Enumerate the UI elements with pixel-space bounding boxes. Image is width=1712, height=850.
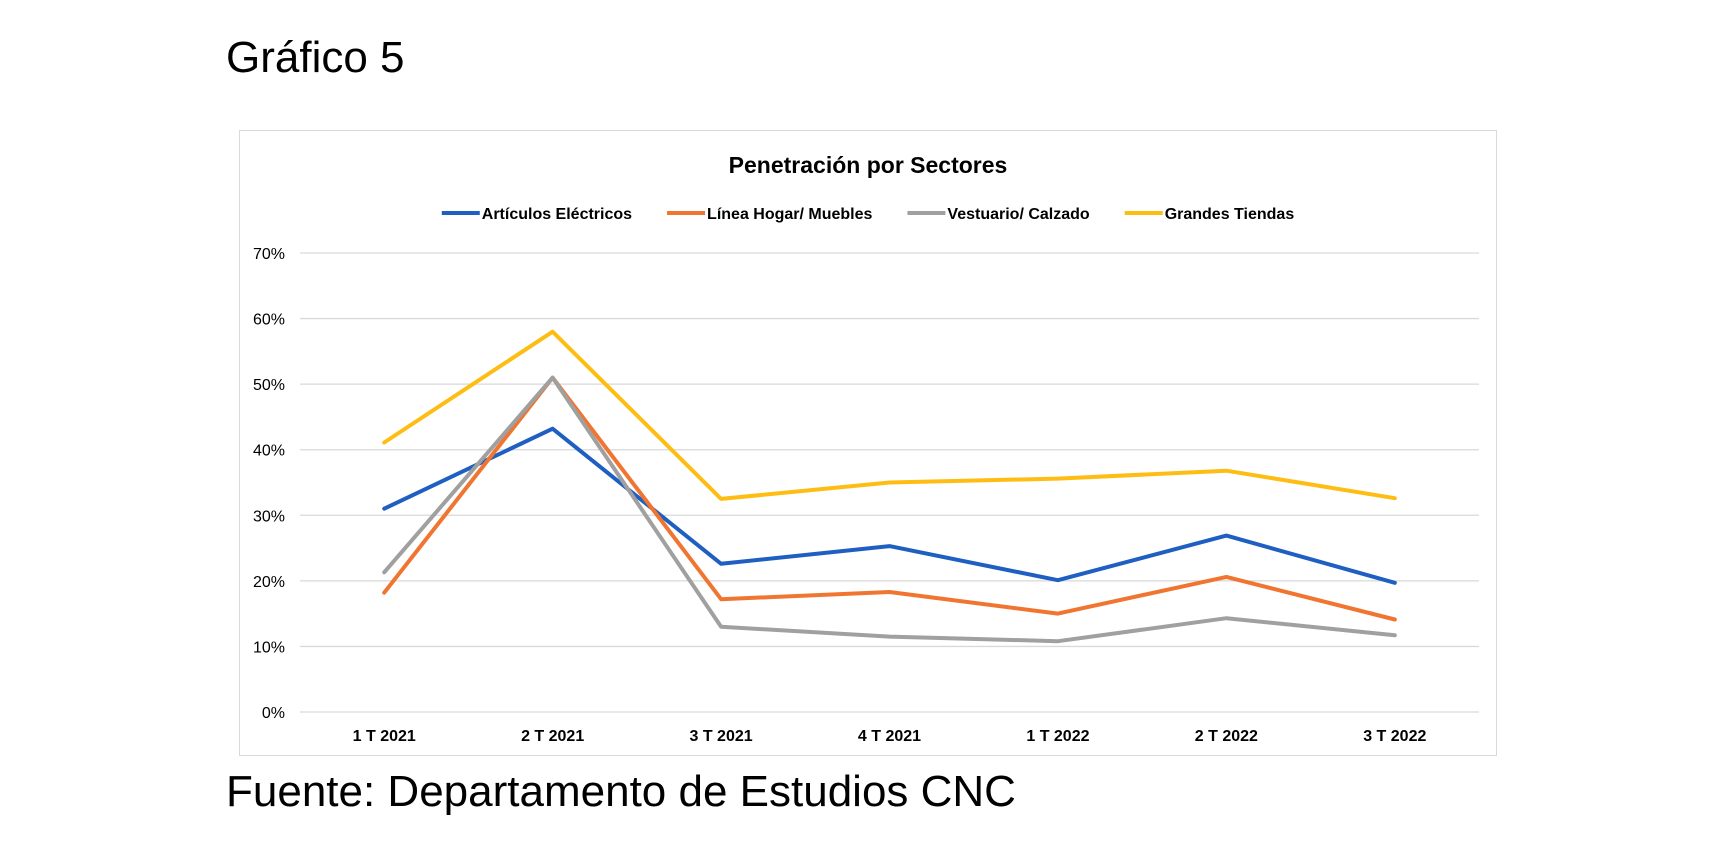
x-tick-label: 1 T 2021: [353, 728, 416, 745]
x-tick-label: 2 T 2022: [1195, 728, 1258, 745]
line-chart: Penetración por Sectores Artículos Eléct…: [253, 152, 1479, 745]
y-tick-label: 0%: [262, 705, 285, 722]
legend-item: Línea Hogar/ Muebles: [667, 206, 873, 223]
series-line: [382, 426, 1397, 585]
legend-label: Grandes Tiendas: [1165, 206, 1295, 223]
x-tick-label: 3 T 2022: [1363, 728, 1426, 745]
legend-item: Vestuario/ Calzado: [907, 206, 1090, 223]
x-tick-label: 3 T 2021: [689, 728, 752, 745]
series-line: [382, 375, 1397, 622]
legend-label: Vestuario/ Calzado: [947, 206, 1089, 223]
y-axis: 0% 10% 20% 30% 40% 50% 60% 70%: [253, 246, 285, 722]
series-line: [382, 375, 1397, 644]
page-heading: Gráfico 5: [226, 33, 405, 82]
y-tick-label: 20%: [253, 574, 285, 591]
x-tick-label: 4 T 2021: [858, 728, 921, 745]
legend-item: Artículos Eléctricos: [441, 206, 632, 223]
chart-series: [382, 329, 1397, 644]
legend-label: Línea Hogar/ Muebles: [707, 206, 872, 223]
legend-label: Artículos Eléctricos: [482, 206, 632, 223]
y-tick-label: 50%: [253, 377, 285, 394]
x-tick-label: 2 T 2021: [521, 728, 584, 745]
chart-title: Penetración por Sectores: [729, 152, 1008, 178]
y-tick-label: 30%: [253, 508, 285, 525]
chart-legend: Artículos Eléctricos Línea Hogar/ Muebles…: [441, 206, 1295, 223]
x-axis: 1 T 2021 2 T 2021 3 T 2021 4 T 2021 1 T 2022…: [353, 728, 1427, 745]
legend-item: Grandes Tiendas: [1124, 206, 1295, 223]
chart-gridlines: [300, 252, 1479, 713]
source-caption: Fuente: Departamento de Estudios CNC: [226, 767, 1016, 816]
y-tick-label: 10%: [253, 639, 285, 656]
x-tick-label: 1 T 2022: [1026, 728, 1089, 745]
series-line: [382, 329, 1397, 501]
y-tick-label: 60%: [253, 312, 285, 329]
chart-frame: Penetración por Sectores Artículos Eléct…: [239, 130, 1497, 756]
y-tick-label: 70%: [253, 246, 285, 263]
y-tick-label: 40%: [253, 443, 285, 460]
